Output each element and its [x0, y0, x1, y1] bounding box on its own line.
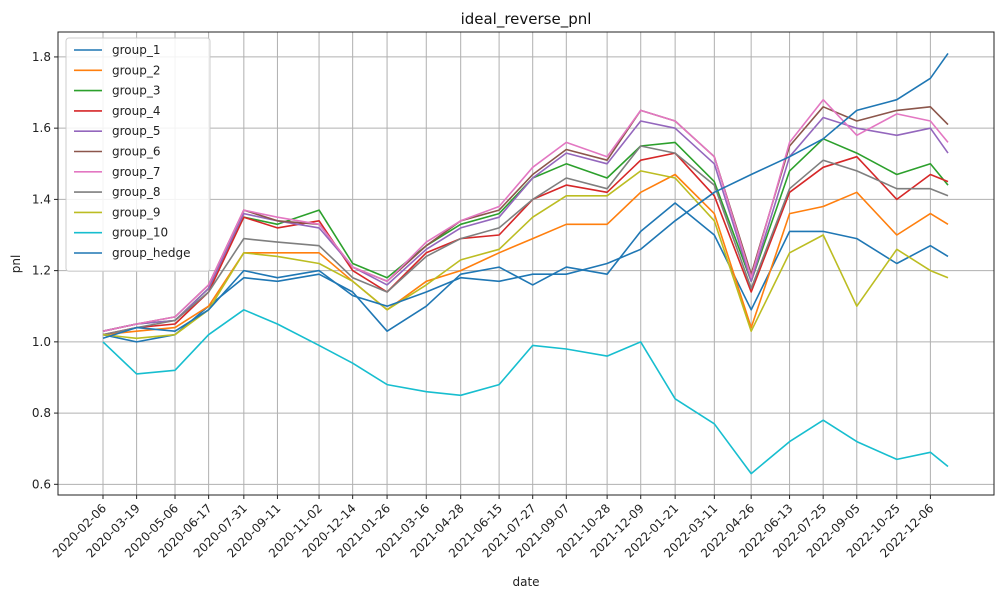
series-line-group-10 [102, 308, 949, 475]
y-tick-label: 1.4 [32, 192, 51, 206]
legend-label: group_hedge [112, 246, 190, 260]
legend-label: group_6 [112, 145, 161, 159]
y-axis: 0.6 0.8 1.0 1.2 1.4 1.6 1.8 [32, 50, 58, 491]
legend-label: group_3 [112, 84, 161, 98]
legend-label: group_5 [112, 124, 161, 138]
series-line-group-9 [102, 170, 949, 340]
y-tick-label: 0.8 [32, 406, 51, 420]
chart-title: ideal_reverse_pnl [461, 10, 592, 29]
y-axis-label: pnl [9, 255, 23, 274]
y-tick-label: 1.2 [32, 264, 51, 278]
legend: group_1 group_2 group_3 group_4 group_5group… [65, 37, 211, 272]
legend-label: group_7 [112, 165, 161, 179]
series-lines [102, 52, 949, 475]
series-line-group-8 [102, 145, 949, 336]
legend-label: group_9 [112, 205, 161, 219]
plot-frame [57, 31, 995, 496]
legend-label: group_8 [112, 185, 161, 199]
series-line-group-1 [102, 202, 949, 343]
series-line-group-7 [102, 98, 949, 332]
x-axis-label: date [512, 575, 539, 589]
y-tick-label: 0.6 [32, 477, 51, 491]
y-tick-label: 1.0 [32, 335, 51, 349]
legend-label: group_10 [112, 226, 168, 240]
y-tick-label: 1.8 [32, 50, 51, 64]
legend-label: group_4 [112, 104, 161, 118]
legend-label: group_2 [112, 63, 161, 77]
series-line-group-5 [102, 116, 949, 332]
y-tick-label: 1.6 [32, 121, 51, 135]
legend-label: group_1 [112, 43, 161, 57]
series-line-group-hedge [102, 52, 949, 340]
